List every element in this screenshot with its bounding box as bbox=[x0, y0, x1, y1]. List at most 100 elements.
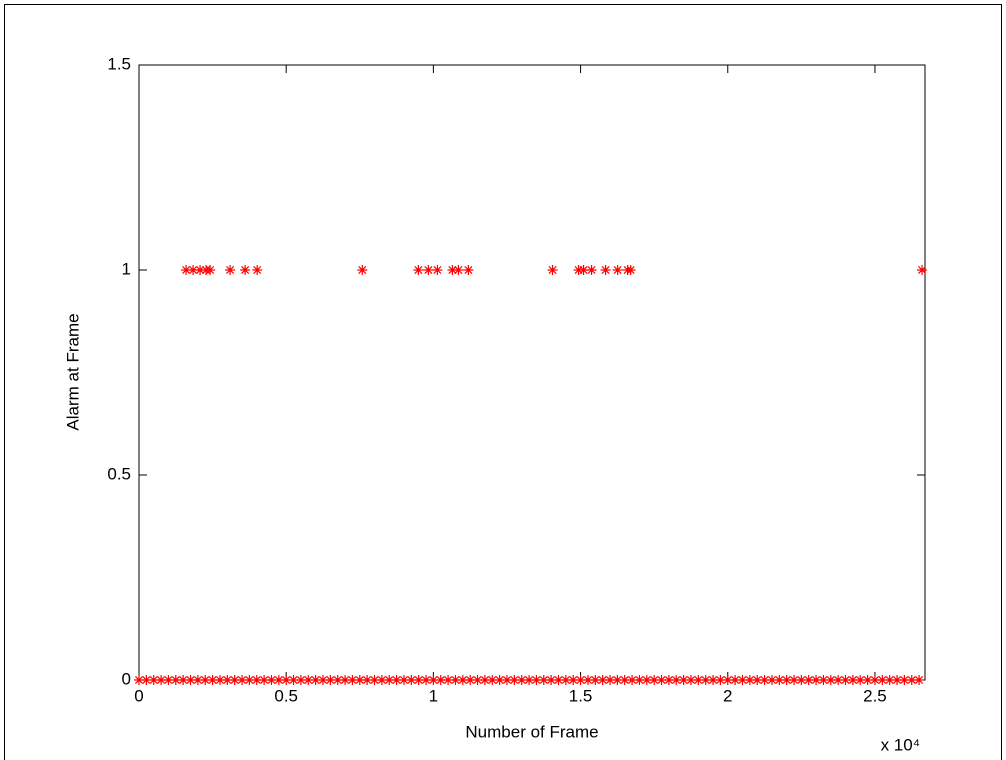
data-point bbox=[406, 675, 417, 685]
y-axis-label: Alarm at Frame bbox=[63, 313, 82, 430]
data-point bbox=[906, 675, 917, 685]
data-point bbox=[759, 675, 770, 685]
data-point bbox=[465, 675, 476, 685]
data-point bbox=[649, 675, 660, 685]
data-point bbox=[463, 265, 474, 275]
x-exponent: x 10⁴ bbox=[881, 735, 920, 754]
data-point bbox=[195, 265, 206, 275]
data-point bbox=[590, 675, 601, 685]
data-point bbox=[273, 675, 284, 685]
data-point bbox=[892, 675, 903, 685]
data-point bbox=[619, 675, 630, 685]
data-point bbox=[435, 675, 446, 685]
data-point bbox=[789, 675, 799, 685]
data-point bbox=[432, 265, 443, 275]
data-point bbox=[192, 675, 203, 685]
data-point bbox=[479, 675, 490, 685]
data-point bbox=[251, 675, 262, 685]
data-point bbox=[148, 675, 159, 685]
data-point bbox=[398, 675, 409, 685]
x-axis-label: Number of Frame bbox=[465, 722, 598, 741]
ticks: 0 0.5 1 1.5 2 2.5 0 0.5 1 1.5 bbox=[107, 54, 925, 705]
data-point bbox=[413, 265, 424, 275]
data-point bbox=[605, 675, 616, 685]
data-point bbox=[547, 265, 558, 275]
data-point bbox=[252, 265, 263, 275]
data-point bbox=[237, 675, 248, 685]
data-point bbox=[134, 675, 144, 685]
data-point bbox=[240, 265, 251, 275]
data-point bbox=[362, 675, 373, 685]
data-point bbox=[573, 265, 584, 275]
data-point bbox=[317, 675, 328, 685]
y-tick-label: 1 bbox=[122, 259, 131, 278]
data-point bbox=[207, 675, 218, 685]
data-point bbox=[625, 265, 636, 275]
data-point bbox=[428, 675, 439, 685]
data-point bbox=[266, 675, 277, 685]
data-point bbox=[627, 675, 638, 685]
data-point bbox=[877, 675, 888, 685]
x-tick-label: 2 bbox=[723, 686, 732, 705]
data-point bbox=[447, 265, 458, 275]
data-point bbox=[188, 265, 199, 275]
data-point bbox=[423, 265, 434, 275]
data-point bbox=[722, 675, 733, 685]
data-point bbox=[744, 675, 755, 685]
data-point bbox=[288, 675, 299, 685]
data-point bbox=[310, 675, 321, 685]
data-point bbox=[641, 675, 652, 685]
data-point bbox=[531, 675, 542, 685]
data-point bbox=[766, 675, 777, 685]
data-point bbox=[656, 675, 667, 685]
data-point bbox=[917, 265, 928, 275]
data-point bbox=[730, 675, 741, 685]
data-point bbox=[178, 675, 189, 685]
marks bbox=[134, 265, 928, 685]
data-point bbox=[781, 675, 792, 685]
data-point bbox=[582, 675, 593, 685]
data-point bbox=[487, 675, 498, 685]
data-point bbox=[840, 675, 851, 685]
data-point bbox=[357, 265, 368, 275]
data-point bbox=[597, 675, 608, 685]
data-point bbox=[833, 675, 844, 685]
data-point bbox=[700, 675, 711, 685]
data-point bbox=[244, 675, 255, 685]
data-point bbox=[281, 675, 292, 685]
data-point bbox=[325, 675, 336, 685]
data-point bbox=[214, 675, 225, 685]
y-tick-label: 0.5 bbox=[107, 464, 131, 483]
data-point bbox=[796, 675, 807, 685]
data-point bbox=[737, 675, 748, 685]
data-point bbox=[340, 675, 351, 685]
data-point bbox=[546, 675, 557, 685]
data-point bbox=[899, 675, 910, 685]
data-point bbox=[156, 675, 167, 685]
data-point bbox=[884, 675, 895, 685]
data-point bbox=[715, 675, 726, 685]
data-point bbox=[225, 265, 236, 275]
data-point bbox=[914, 675, 925, 685]
data-point bbox=[222, 675, 233, 685]
data-point bbox=[332, 675, 343, 685]
data-point bbox=[560, 675, 571, 685]
data-point bbox=[516, 675, 527, 685]
data-point bbox=[141, 675, 152, 685]
x-tick-label: 2.5 bbox=[863, 686, 887, 705]
data-point bbox=[472, 675, 483, 685]
data-point bbox=[708, 675, 719, 685]
data-point bbox=[752, 675, 763, 685]
data-point bbox=[457, 675, 468, 685]
data-point bbox=[855, 675, 866, 685]
data-point bbox=[453, 265, 464, 275]
data-point bbox=[163, 675, 174, 685]
data-point bbox=[170, 675, 181, 685]
data-point bbox=[685, 675, 696, 685]
data-point bbox=[693, 675, 704, 685]
data-point bbox=[612, 675, 623, 685]
data-point bbox=[553, 675, 564, 685]
data-point bbox=[259, 675, 270, 685]
